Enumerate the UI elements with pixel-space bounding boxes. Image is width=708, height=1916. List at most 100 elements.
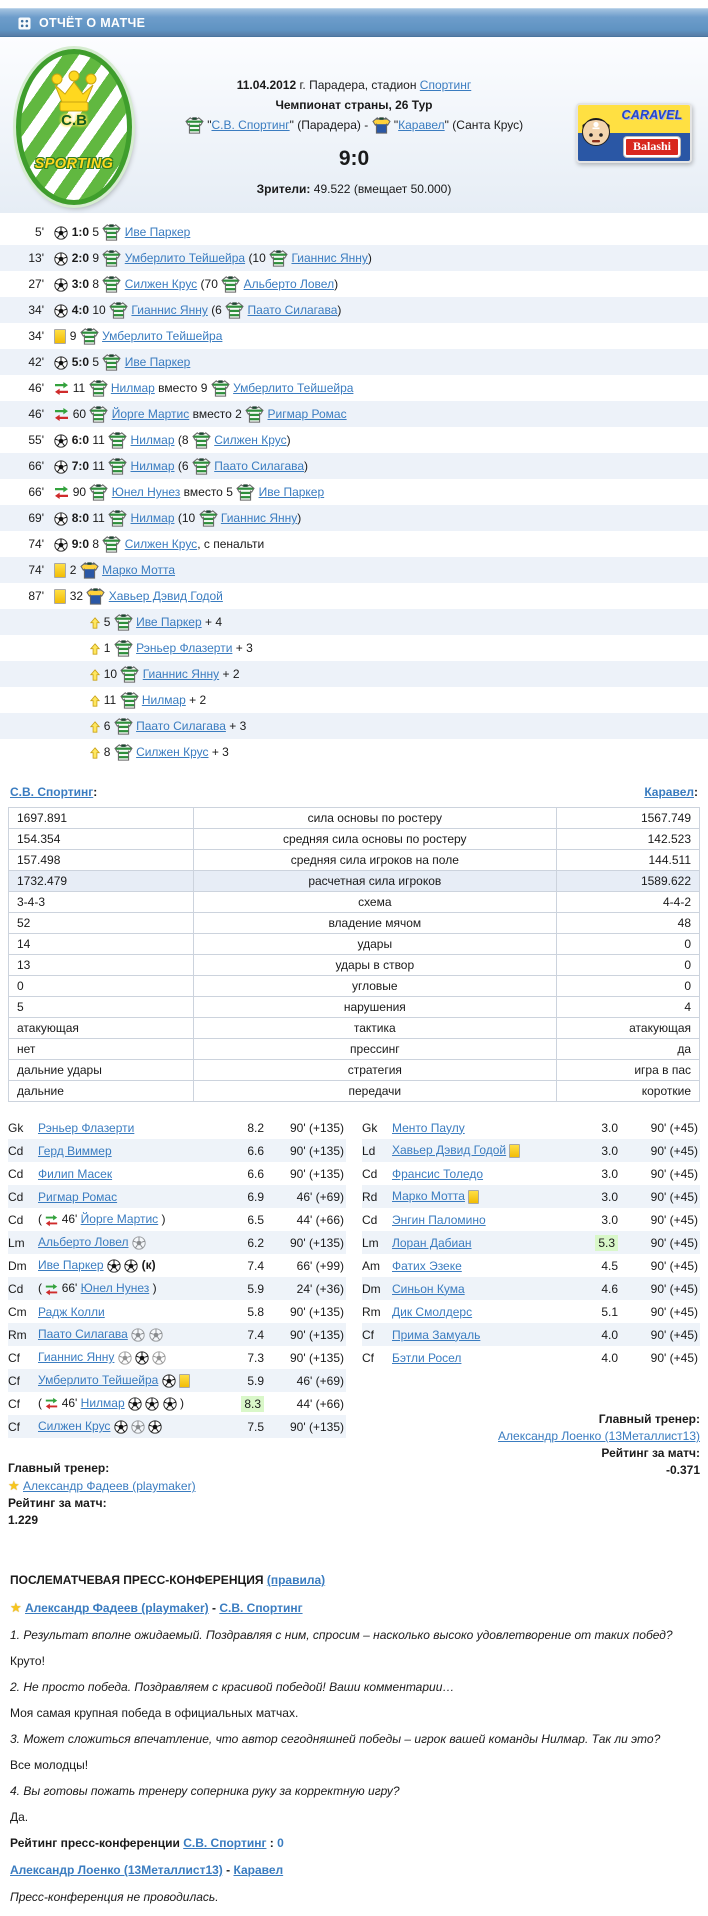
press-home-team-link[interactable]: С.В. Спортинг [219, 1601, 303, 1615]
home-coach-link[interactable]: Александр Фадеев (playmaker) [23, 1479, 196, 1493]
assist-player-link[interactable]: Гианнис Янну [220, 511, 298, 525]
player-position: Cf [8, 1419, 20, 1434]
sub-out-player-link[interactable]: Иве Паркер [258, 485, 325, 499]
player-link[interactable]: Йорге Мартис [80, 1212, 159, 1227]
player-link[interactable]: Хавьер Дэвид Годой [392, 1143, 507, 1158]
assist-player-link[interactable]: Паато Силагава [214, 459, 305, 473]
player-link[interactable]: Иве Паркер [136, 615, 202, 629]
player-link[interactable]: Гианнис Янну [38, 1350, 115, 1365]
player-link[interactable]: Нилмар [141, 693, 186, 707]
player-name-cell: Герд Виммер [38, 1144, 232, 1158]
player-position: Cd [362, 1166, 378, 1181]
player-link[interactable]: Прима Замуаль [392, 1327, 481, 1342]
player-minutes: 90' (+135) [290, 1235, 344, 1250]
player-link[interactable]: Радж Колли [38, 1304, 105, 1319]
player-link[interactable]: Силжен Крус [136, 745, 209, 759]
player-link[interactable]: Иве Паркер [38, 1258, 104, 1273]
player-link[interactable]: Умберлито Тейшейра [102, 329, 223, 343]
player-link[interactable]: Нилмар [130, 511, 175, 525]
press-away-coach-link[interactable]: Александр Лоенко (13Металлист13) [10, 1863, 223, 1877]
away-stat-value: 4 [556, 996, 700, 1018]
player-name-cell: Силжен Крус [38, 1419, 232, 1434]
home-shirt-icon [192, 458, 211, 475]
rating-value: 6.6 [247, 1143, 264, 1158]
assist-close: ) [297, 511, 302, 525]
home-stat-value: 5 [8, 996, 194, 1018]
player-link[interactable]: Марко Мотта [102, 563, 176, 577]
sub-in-player-link[interactable]: Юнел Нунез [111, 485, 181, 499]
player-link[interactable]: Герд Виммер [38, 1143, 112, 1158]
player-link[interactable]: Франсис Толедо [392, 1166, 484, 1181]
assist-player-link[interactable]: Гианнис Янну [291, 251, 368, 265]
player-link[interactable]: Силжен Крус [124, 277, 198, 291]
sub-out-player-link[interactable]: Ригмар Ромас [267, 407, 347, 421]
stat-label: тактика [192, 1017, 558, 1039]
player-link[interactable]: Силжен Крус [124, 537, 198, 551]
yellow-card-icon [468, 1189, 480, 1204]
press-rating-team-link[interactable]: С.В. Спортинг [183, 1836, 267, 1850]
press-question: 3. Может сложиться впечатление, что авто… [10, 1732, 661, 1746]
player-link[interactable]: Бэтли Росел [392, 1350, 462, 1365]
player-link[interactable]: Фатих Эзеке [392, 1258, 462, 1273]
stadium-link[interactable]: Спортинг [419, 78, 472, 92]
player-link[interactable]: Нилмар [130, 459, 175, 473]
away-stats-team-link[interactable]: Каравел [644, 785, 694, 799]
event-score: 3:0 [71, 277, 90, 291]
event-row-goal: 34' 4:0 10 Гианнис Янну (6 Паато Силагав… [0, 297, 708, 323]
sub-word: вместо [183, 485, 223, 499]
player-link[interactable]: Паато Силагава [38, 1327, 128, 1342]
player-link[interactable]: Иве Паркер [124, 225, 191, 239]
player-link[interactable]: Синьон Кума [392, 1281, 465, 1296]
event-minute: 46' [28, 407, 44, 421]
player-link[interactable]: Гианнис Янну [142, 667, 220, 681]
event-minute: 34' [28, 303, 44, 317]
player-link[interactable]: Альберто Ловел [38, 1235, 129, 1250]
press-away-team-link[interactable]: Каравел [233, 1863, 284, 1877]
attendance-label: Зрители: [256, 182, 311, 196]
star-icon: ★ [10, 1600, 22, 1615]
stat-label: средняя сила игроков на поле [192, 849, 558, 871]
player-link[interactable]: Филип Масек [38, 1166, 113, 1181]
press-rules-link[interactable]: (правила) [266, 1573, 326, 1587]
home-team-link[interactable]: С.В. Спортинг [211, 118, 290, 132]
player-link[interactable]: Юнел Нунез [80, 1281, 150, 1296]
assist-player-link[interactable]: Альберто Ловел [243, 277, 335, 291]
player-link[interactable]: Умберлито Тейшейра [38, 1373, 159, 1388]
player-link[interactable]: Лоран Дабиан [392, 1235, 472, 1250]
player-position: Cd [362, 1212, 378, 1227]
player-link[interactable]: Нилмар [80, 1396, 125, 1411]
player-link[interactable]: Рэньер Флазерти [136, 641, 233, 655]
goal-ball-icon [145, 1396, 160, 1411]
player-link[interactable]: Гианнис Янну [131, 303, 208, 317]
event-row-goal: 66' 7:0 11 Нилмар (6 Паато Силагава) [0, 453, 708, 479]
player-link[interactable]: Силжен Крус [38, 1419, 111, 1434]
home-coach-label: Главный тренер: [8, 1461, 110, 1475]
player-link[interactable]: Рэньер Флазерти [38, 1120, 135, 1135]
player-link[interactable]: Энгин Паломино [392, 1212, 486, 1227]
player-link[interactable]: Нилмар [130, 433, 175, 447]
away-team-link[interactable]: Каравел [398, 118, 445, 132]
player-link[interactable]: Дик Смолдерс [392, 1304, 473, 1319]
player-link[interactable]: Хавьер Дэвид Годой [108, 589, 223, 603]
player-rating: 4.0 [586, 1328, 618, 1342]
player-number: 11 [72, 381, 86, 395]
player-link[interactable]: Ригмар Ромас [38, 1189, 118, 1204]
sub-in-player-link[interactable]: Нилмар [110, 381, 155, 395]
substitution-icon [45, 1396, 58, 1410]
event-row-bonus: 1 Рэньер Флазерти + 3 [0, 635, 708, 661]
player-link[interactable]: Иве Паркер [124, 355, 191, 369]
player-position: Gk [8, 1120, 24, 1135]
player-link[interactable]: Умберлито Тейшейра [124, 251, 246, 265]
sub-out-player-link[interactable]: Умберлито Тейшейра [233, 381, 354, 395]
assist-player-link[interactable]: Паато Силагава [247, 303, 338, 317]
press-home-coach-link[interactable]: Александр Фадеев (playmaker) [25, 1601, 209, 1615]
stat-label: расчетная сила игроков [192, 870, 558, 892]
home-shirt-icon [102, 250, 122, 267]
assist-player-link[interactable]: Силжен Крус [214, 433, 287, 447]
sub-in-player-link[interactable]: Йорге Мартис [111, 407, 190, 421]
player-link[interactable]: Менто Паулу [392, 1120, 465, 1135]
home-stats-team-link[interactable]: С.В. Спортинг [10, 785, 94, 799]
away-coach-link[interactable]: Александр Лоенко (13Металлист13) [498, 1429, 700, 1443]
player-link[interactable]: Марко Мотта [392, 1189, 465, 1204]
player-link[interactable]: Паато Силагава [136, 719, 226, 733]
